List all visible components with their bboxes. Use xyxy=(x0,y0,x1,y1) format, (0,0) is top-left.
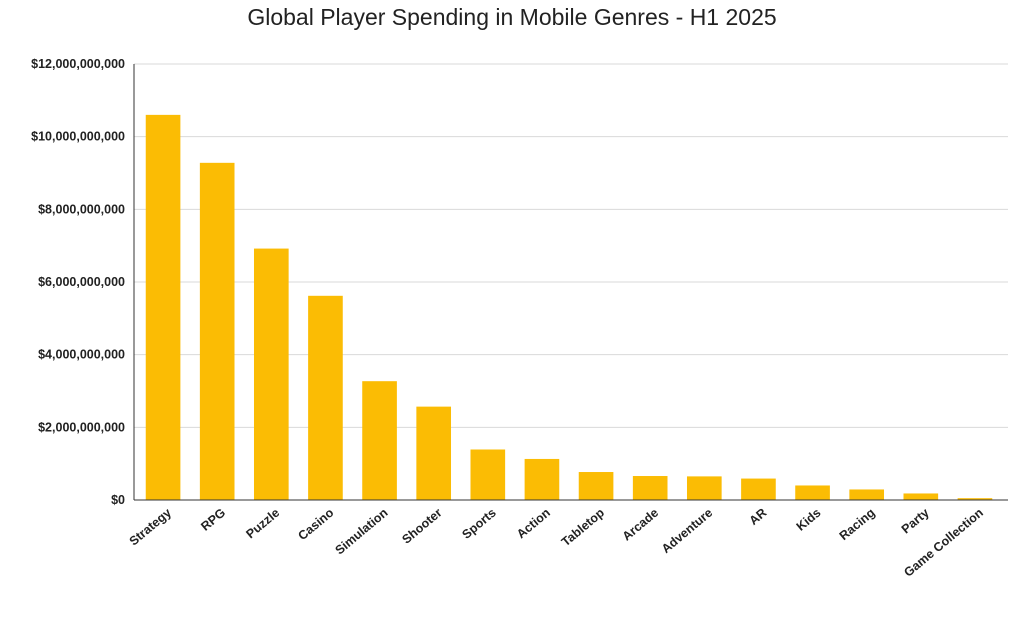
bars xyxy=(145,114,993,500)
x-category-label: Action xyxy=(514,506,553,542)
bar xyxy=(524,458,560,500)
y-tick-label: $10,000,000,000 xyxy=(31,130,125,144)
bar xyxy=(795,485,830,500)
y-tick-label: $0 xyxy=(111,493,125,507)
x-category-label: RPG xyxy=(198,506,228,534)
bar xyxy=(849,489,885,500)
x-category-label: Kids xyxy=(794,506,824,534)
x-category-label: Party xyxy=(899,506,932,537)
x-category-label: Simulation xyxy=(333,506,391,558)
y-tick-label: $4,000,000,000 xyxy=(38,348,125,362)
x-category-label: Sports xyxy=(459,506,498,542)
bar xyxy=(903,493,939,500)
y-tick-label: $8,000,000,000 xyxy=(38,202,125,216)
x-category-label: Tabletop xyxy=(559,505,607,549)
bar xyxy=(741,478,776,500)
y-tick-label: $2,000,000,000 xyxy=(38,420,125,434)
bar xyxy=(416,406,452,500)
x-category-label: Adventure xyxy=(659,506,715,556)
bar xyxy=(253,248,289,500)
bar xyxy=(470,449,506,500)
y-axis-tick-labels: $0 $2,000,000,000 $4,000,000,000 $6,000,000… xyxy=(31,57,125,507)
x-category-label: Racing xyxy=(837,506,878,544)
bar xyxy=(578,472,614,500)
chart-title: Global Player Spending in Mobile Genres … xyxy=(247,4,777,30)
bar xyxy=(199,162,235,500)
x-category-label: Casino xyxy=(295,505,336,543)
bar xyxy=(362,381,397,500)
y-tick-label: $12,000,000,000 xyxy=(31,57,125,71)
bar xyxy=(632,476,668,500)
bar xyxy=(686,476,722,500)
bar xyxy=(145,114,181,500)
x-category-label: Arcade xyxy=(620,506,662,544)
x-category-label: Shooter xyxy=(399,505,444,546)
x-category-label: Puzzle xyxy=(243,506,282,542)
x-category-label: AR xyxy=(747,506,770,528)
x-category-label: Strategy xyxy=(127,506,174,549)
y-tick-label: $6,000,000,000 xyxy=(38,275,125,289)
axes xyxy=(133,64,1008,501)
bar xyxy=(308,295,343,500)
bar xyxy=(957,498,993,500)
